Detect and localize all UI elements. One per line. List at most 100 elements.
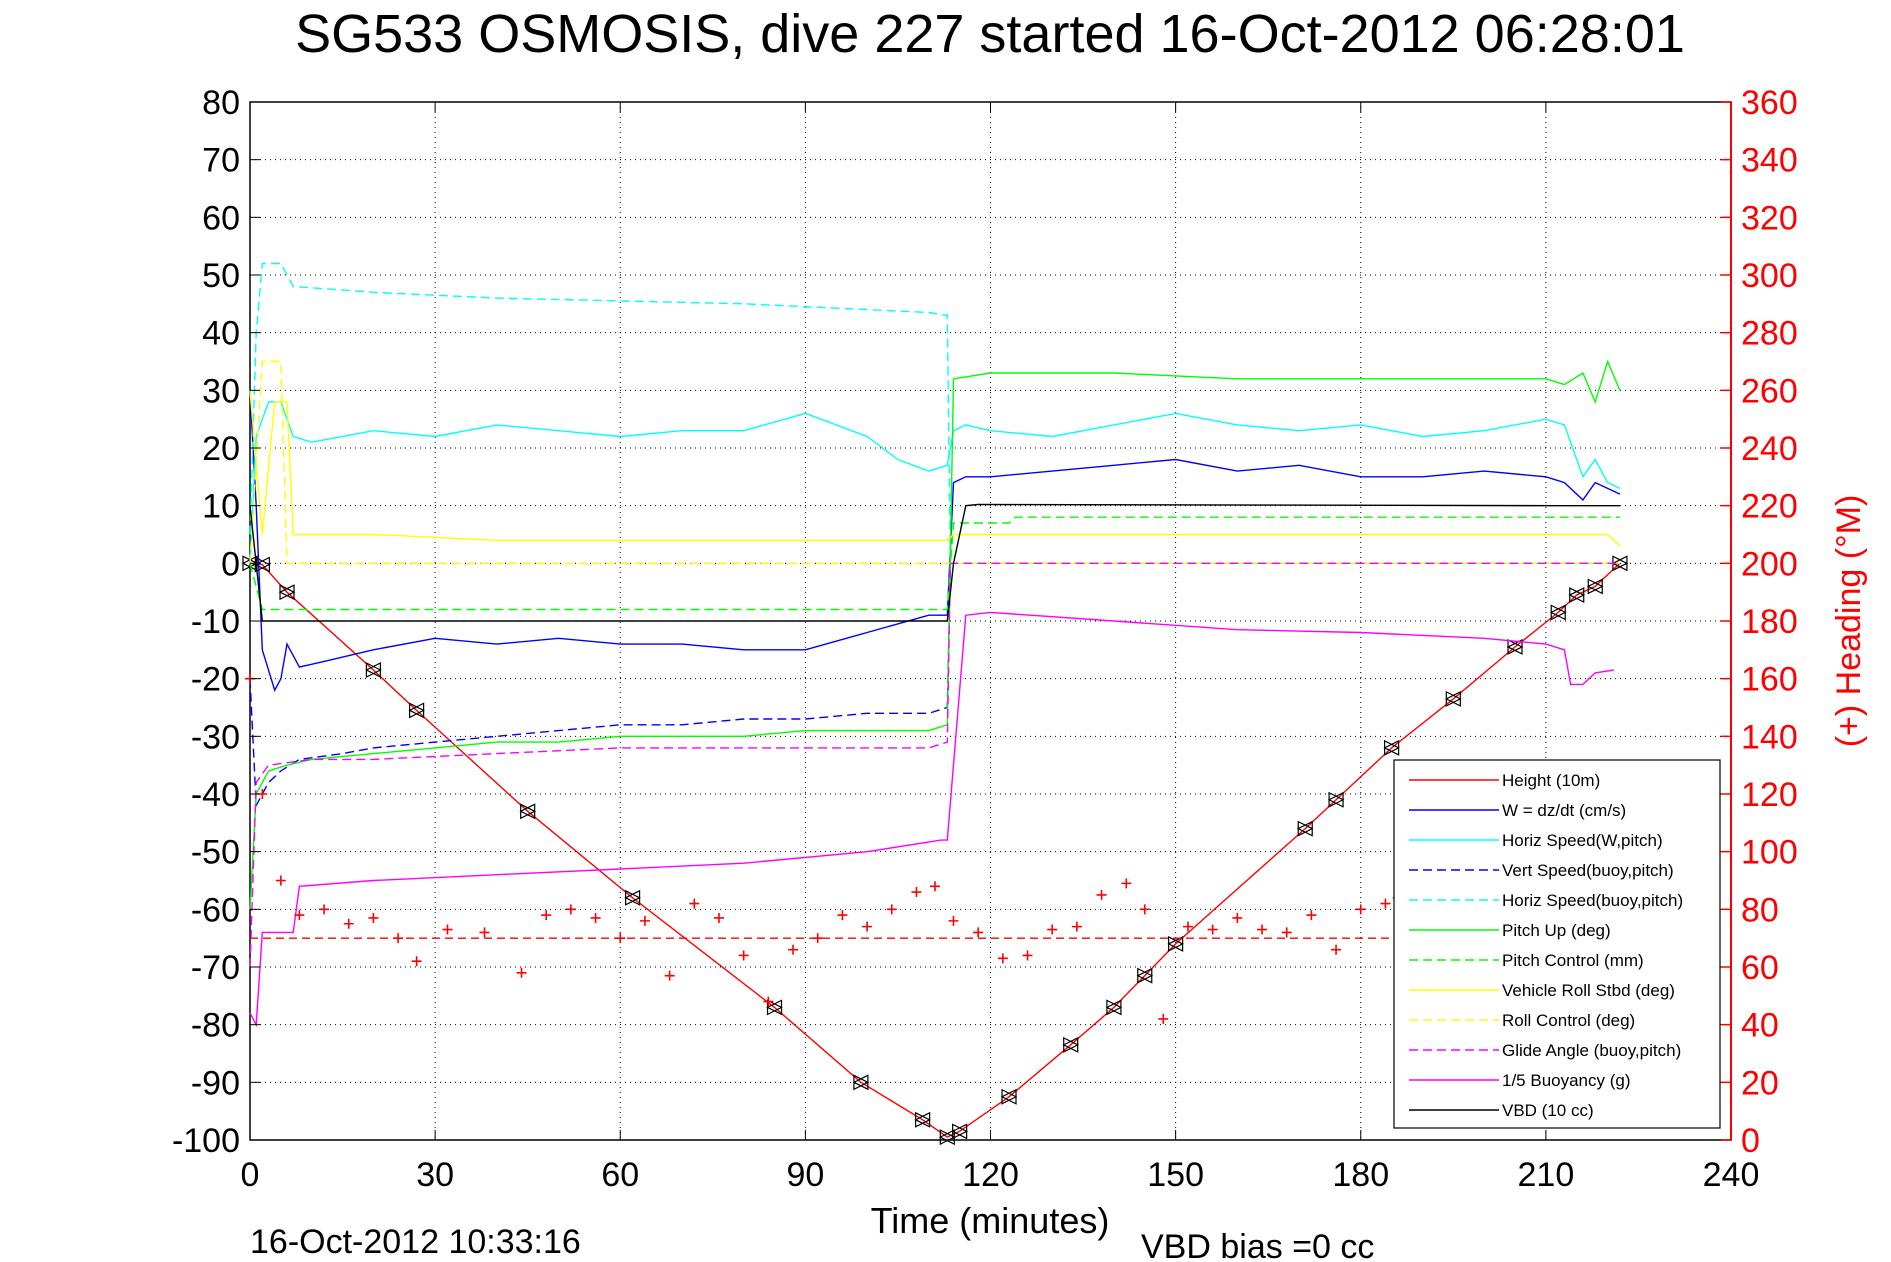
heading-point [1232,912,1243,923]
y2-tick-label: 180 [1741,603,1798,641]
vbd-bias-note: VBD bias =0 cc [1141,1228,1374,1262]
legend-label: Vert Speed(buoy,pitch) [1502,861,1674,880]
series-11 [249,503,1620,622]
y-tick-label: -10 [191,603,240,641]
series-line [249,562,1620,968]
heading-point [763,996,774,1007]
heading-point [1139,904,1150,915]
y-tick-label: -20 [191,661,240,699]
y-tick-label: 50 [202,257,240,295]
heading-point [1355,904,1366,915]
y2-tick-label: 160 [1741,661,1798,699]
legend-label: Pitch Control (mm) [1502,951,1644,970]
heading-point [639,915,650,926]
series-6 [249,516,1620,611]
x-tick-label: 180 [1332,1156,1389,1194]
height-marker [1296,820,1314,837]
series-1 [249,390,1621,693]
y-tick-label: -40 [191,776,240,814]
series-7 [249,390,1621,547]
heading-point [788,944,799,955]
height-marker [1327,791,1345,808]
height-marker [852,1074,870,1091]
y2-tick-label: 140 [1741,718,1798,756]
x-axis-label: Time (minutes) [871,1200,1110,1241]
heading-point [319,904,330,915]
heading-point [837,910,848,921]
heading-point [1306,910,1317,921]
heading-point [1207,924,1218,935]
y-tick-label: -60 [191,891,240,929]
x-tick-label: 30 [416,1156,454,1194]
heading-point [1047,924,1058,935]
heading-point [948,915,959,926]
heading-point [997,953,1008,964]
y2-tick-label: 360 [1741,84,1798,122]
heading-point [1182,921,1193,932]
series-layer [241,262,1629,1146]
legend-label: 1/5 Buoyancy (g) [1502,1071,1631,1090]
heading-point [590,912,601,923]
series-line [249,262,952,564]
heading-point [541,910,552,921]
heading-point [664,970,675,981]
height-marker [365,662,382,678]
y-tick-label: 30 [202,372,240,410]
heading-point [1096,889,1107,900]
x-tick-label: 210 [1518,1156,1575,1194]
x-tick-label: 60 [601,1156,639,1194]
series-5 [249,359,1621,910]
legend-label: Glide Angle (buoy,pitch) [1502,1041,1681,1060]
heading-point [1331,944,1342,955]
series-4 [249,262,952,564]
height-marker [1549,604,1567,621]
heading-point [516,967,527,978]
heading-point [479,927,490,938]
height-marker [408,702,425,719]
heading-point [973,927,984,938]
y-tick-label: 80 [202,84,240,122]
heading-point [275,875,286,886]
y2-axis-label: (+) Heading (°M) [1830,495,1868,748]
height-marker [1383,739,1400,756]
y-tick-label: -50 [191,834,240,872]
y-tick-label: 40 [202,315,240,353]
height-marker [519,803,537,820]
y2-tick-label: 20 [1741,1064,1779,1102]
series-line [249,359,1621,910]
series-line [249,401,1621,564]
legend-label: W = dz/dt (cm/s) [1502,801,1626,820]
series-2 [249,401,1621,564]
y-tick-label: -30 [191,718,240,756]
height-marker [1000,1088,1018,1105]
heading-point [689,898,700,909]
height-marker [1568,587,1586,604]
axes: 0 30 60 90 120 150 180 210 24080706050403020100-… [172,84,1798,1194]
heading-point [411,956,422,967]
height-marker [1062,1036,1080,1053]
heading-point [713,912,724,923]
series-line [249,563,952,809]
height-marker [1167,935,1184,952]
series-line [249,360,1620,564]
y2-tick-label: 200 [1741,545,1798,583]
heading-point [565,904,576,915]
series-12 [245,673,1620,1024]
y2-tick-label: 240 [1741,430,1798,468]
height-marker [766,999,783,1016]
x-tick-label: 150 [1147,1156,1204,1194]
y-tick-label: -90 [191,1064,240,1102]
heading-point [929,881,940,892]
series-0 [241,555,1629,1146]
legend-label: Vehicle Roll Stbd (deg) [1502,981,1675,1000]
heading-point [1380,898,1391,909]
y2-tick-label: 60 [1741,949,1779,987]
x-tick-label: 90 [786,1156,824,1194]
heading-point [1022,950,1033,961]
heading-point [1158,1013,1169,1024]
y2-tick-label: 260 [1741,372,1798,410]
heading-point [738,950,749,961]
heading-point [393,933,404,944]
heading-point [812,933,823,944]
